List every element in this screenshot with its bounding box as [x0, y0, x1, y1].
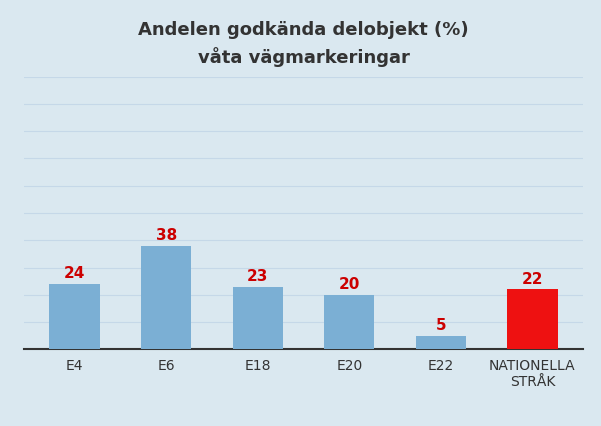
Text: 23: 23 [247, 269, 269, 284]
Bar [49, 284, 100, 349]
Text: 20: 20 [338, 277, 360, 292]
Text: 24: 24 [64, 266, 85, 281]
Text: 22: 22 [522, 272, 543, 287]
Bar [416, 336, 466, 349]
Text: 38: 38 [156, 228, 177, 243]
Bar [141, 246, 191, 349]
Text: 5: 5 [436, 318, 446, 333]
Bar [324, 295, 374, 349]
Bar [233, 287, 283, 349]
Title: Andelen godkända delobjekt (%)
våta vägmarkeringar: Andelen godkända delobjekt (%) våta vägm… [138, 21, 469, 67]
Bar [507, 289, 558, 349]
